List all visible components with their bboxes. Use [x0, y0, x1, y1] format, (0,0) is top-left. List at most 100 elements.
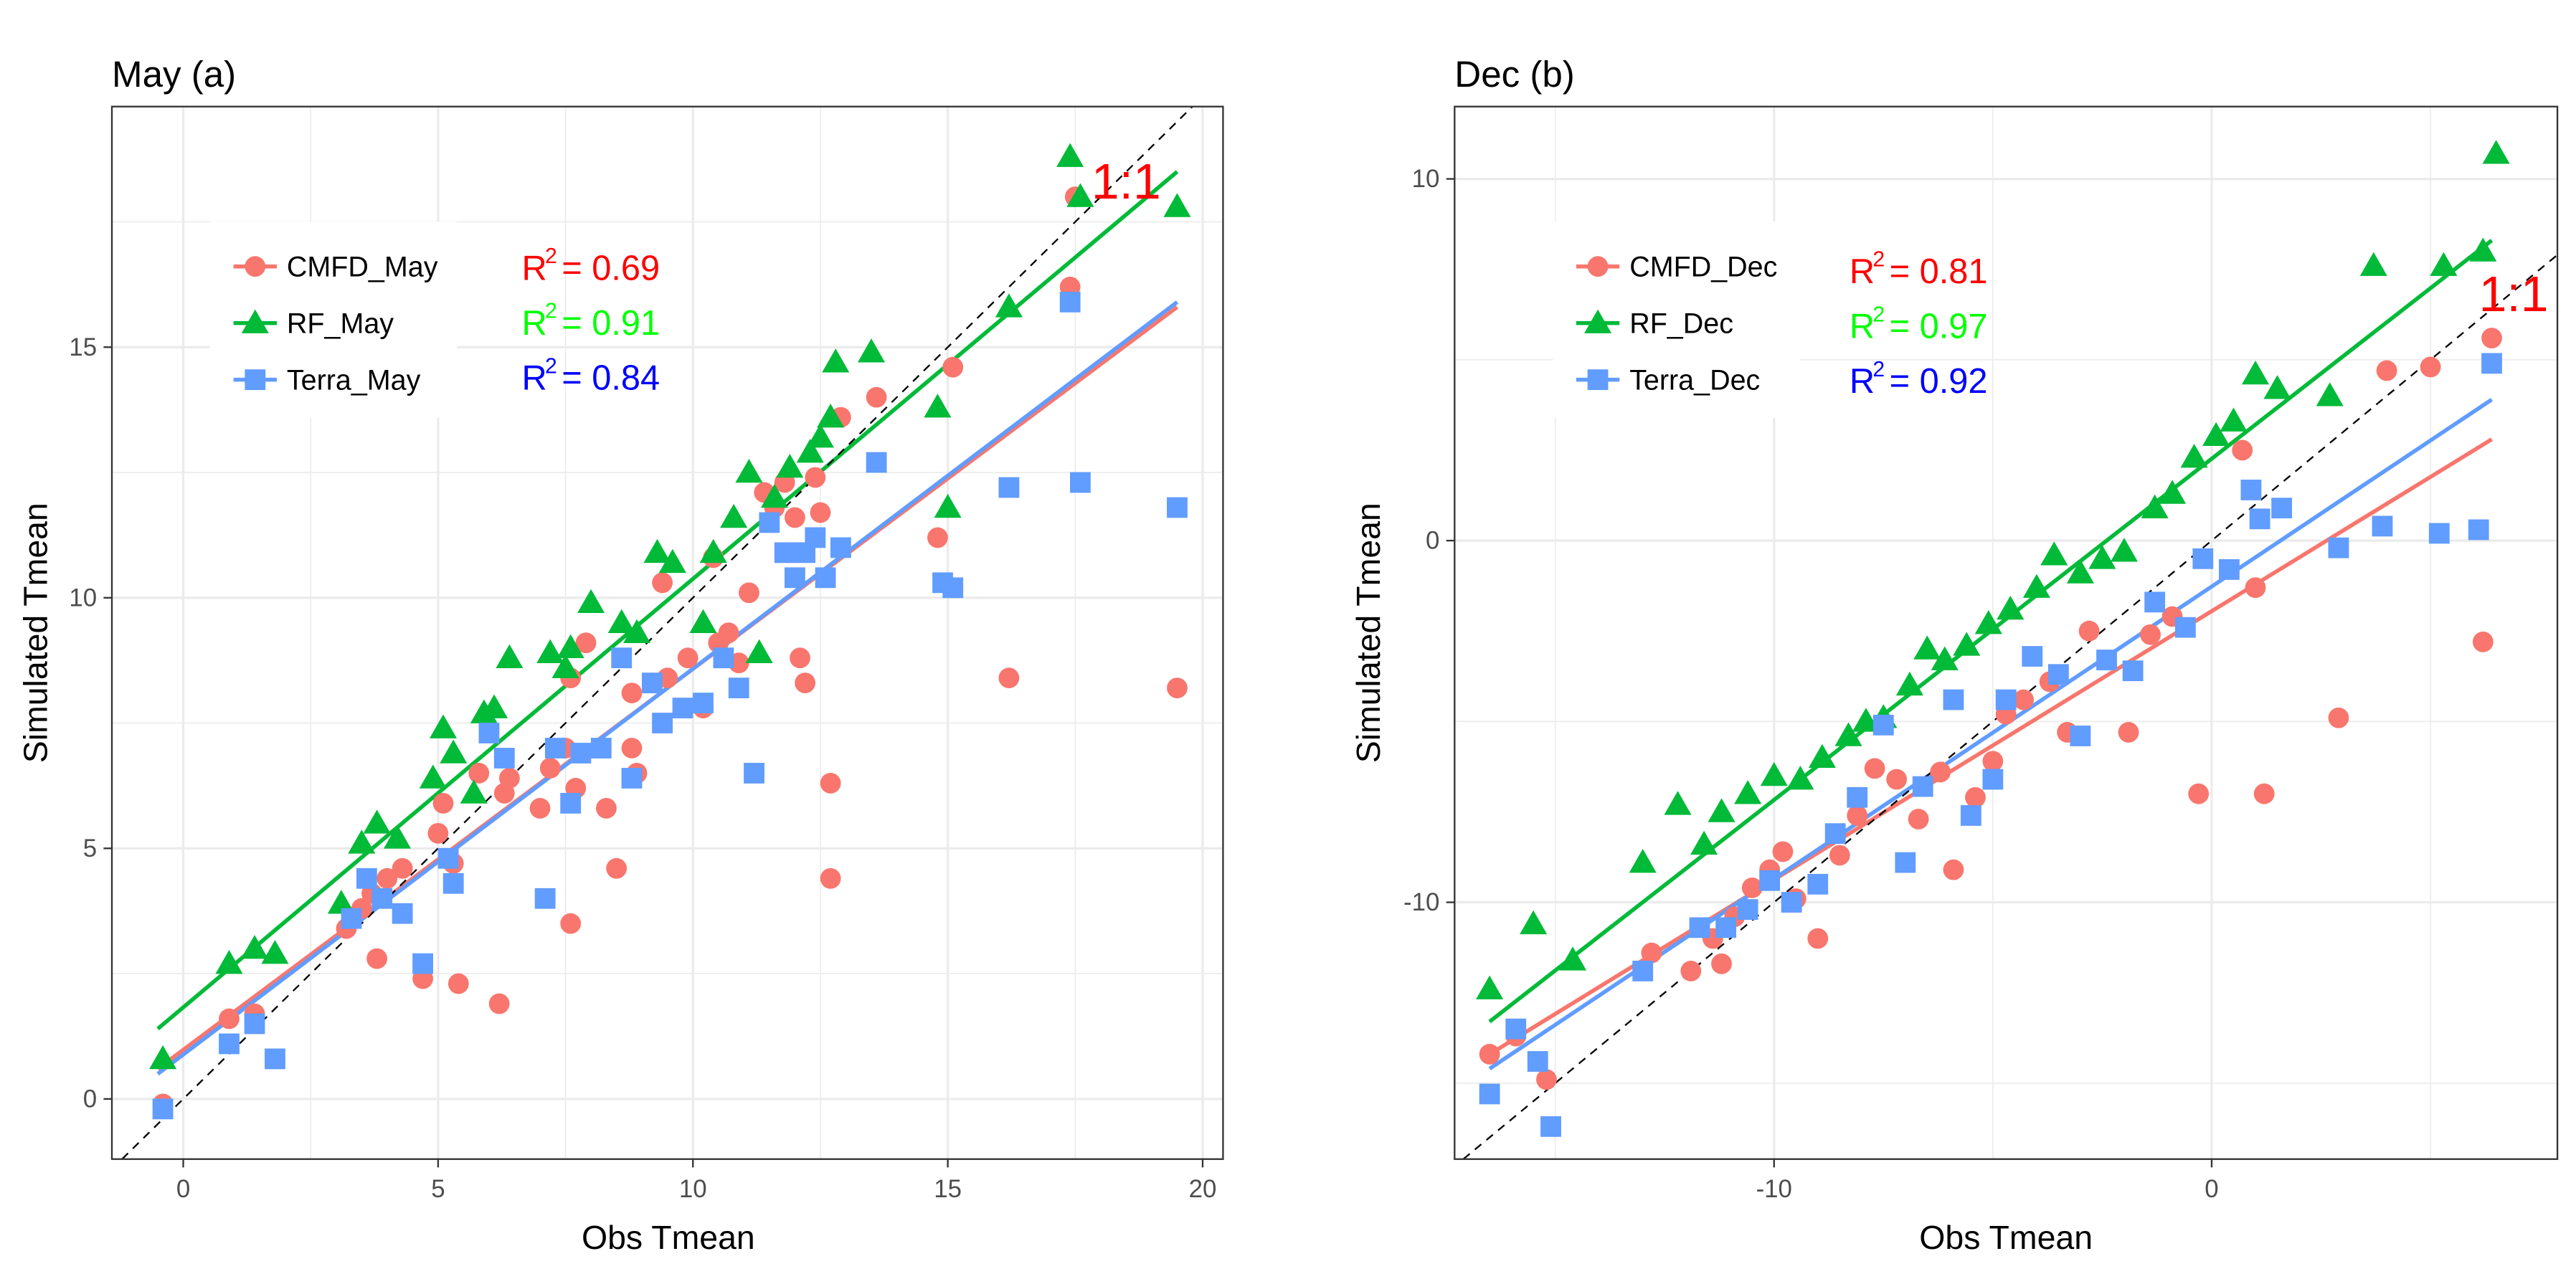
CMFD_May-point	[810, 502, 831, 523]
r2-label: R	[521, 304, 546, 343]
RF_Dec-point	[1953, 632, 1981, 656]
CMFD_Dec-point	[2481, 328, 2502, 348]
CMFD_May-point	[784, 507, 805, 528]
CMFD_May-point	[488, 993, 510, 1014]
Terra_May-point	[219, 1033, 240, 1055]
Terra_May-point	[728, 677, 749, 699]
RF_May-point	[806, 424, 834, 448]
y-tick-label: 10	[1412, 165, 1440, 193]
Terra_May-point	[942, 577, 964, 599]
Terra_Dec-point	[2122, 660, 2144, 682]
Terra_Dec-point	[1807, 873, 1829, 895]
RF_Dec-point	[2159, 480, 2187, 504]
CMFD_Dec-point	[2188, 783, 2210, 804]
Terra_Dec-point	[2070, 726, 2091, 746]
CMFD_Dec-point	[2472, 631, 2494, 652]
Terra_May-point	[534, 888, 556, 909]
Terra_Dec-point	[2271, 498, 2293, 519]
RF_May-point	[735, 458, 763, 483]
Terra_Dec-point	[1527, 1051, 1548, 1072]
legend-label: Terra_May	[287, 365, 421, 396]
RF_Dec-point	[1997, 595, 2025, 620]
one-to-one-label: 1:1	[1092, 153, 1161, 209]
RF_May-point	[934, 493, 962, 518]
CMFD_Dec-point	[1641, 942, 1662, 964]
x-tick-label: 20	[1189, 1175, 1217, 1203]
RF_Dec-point	[2220, 407, 2248, 432]
RF_May-point	[383, 824, 412, 849]
x-axis-label: Obs Tmean	[1919, 1219, 2093, 1256]
RF_Dec-point	[2430, 252, 2458, 276]
Terra_Dec-point	[1982, 769, 2004, 790]
RF_May-point	[817, 404, 845, 428]
CMFD_Dec-point	[1982, 751, 2004, 772]
x-tick-label: 0	[2205, 1175, 2218, 1203]
legend-key-marker	[1587, 256, 1609, 277]
CMFD_Dec-point	[1807, 928, 1829, 949]
Terra_Dec-point	[1943, 689, 1964, 710]
RF_May-point	[327, 890, 355, 914]
one-to-one-label: 1:1	[2479, 266, 2549, 322]
RF_May-point	[480, 694, 508, 718]
CMFD_May-point	[432, 792, 454, 814]
RF_May-point	[149, 1045, 177, 1070]
Terra_May-point	[830, 537, 851, 558]
Terra_Dec-point	[1872, 714, 1894, 736]
Terra_May-point	[570, 743, 592, 764]
RF_Dec-point	[2202, 422, 2230, 447]
Terra_May-point	[590, 738, 612, 759]
Terra_May-point	[866, 452, 887, 473]
CMFD_Dec-point	[2013, 689, 2034, 710]
r2-value: = 0.81	[1890, 252, 1988, 291]
RF_May-point	[924, 394, 952, 418]
CMFD_May-point	[366, 948, 388, 969]
Terra_Dec-point	[1824, 823, 1846, 845]
CMFD_May-point	[652, 572, 673, 594]
CMFD_Dec-point	[1772, 841, 1794, 862]
CMFD_Dec-point	[1829, 845, 1850, 866]
legend-key-marker	[1584, 309, 1612, 333]
Terra_May-point	[493, 748, 515, 769]
RF_May-point	[429, 714, 458, 738]
Terra_Dec-point	[1632, 961, 1654, 981]
y-tick-label: 0	[83, 1085, 97, 1113]
panel-title: Dec (b)	[1454, 54, 1575, 95]
Terra_May-point	[544, 738, 566, 759]
Terra_May-point	[392, 903, 413, 924]
CMFD_Dec-point	[1930, 761, 1951, 783]
CMFD_May-point	[498, 768, 520, 789]
r2-label: R	[521, 359, 546, 398]
Terra_Dec-point	[2022, 646, 2043, 667]
r2-value: = 0.91	[562, 304, 660, 343]
RF_Dec-point	[2040, 541, 2068, 566]
Terra_May-point	[672, 698, 693, 718]
legend-key-marker	[245, 369, 266, 391]
Terra_Dec-point	[1540, 1116, 1561, 1137]
Terra_Dec-point	[2428, 523, 2450, 544]
Terra_May-point	[412, 953, 433, 974]
Terra_May-point	[784, 567, 805, 589]
RF_May-point	[1163, 193, 1191, 217]
RF_May-point	[577, 589, 605, 614]
Terra_Dec-point	[1715, 917, 1737, 938]
RF_Dec-point	[1931, 646, 1959, 670]
Terra_May-point	[437, 847, 459, 869]
Terra_May-point	[1167, 497, 1188, 518]
CMFD_Dec-point	[2253, 783, 2275, 804]
CMFD_Dec-point	[2232, 439, 2253, 461]
Terra_May-point	[341, 908, 362, 929]
RF_May-point	[419, 764, 447, 789]
RF_May-point	[720, 503, 748, 528]
RF_May-point	[796, 438, 824, 463]
RF_Dec-point	[1808, 743, 1836, 769]
RF_May-point	[623, 619, 651, 643]
y-tick-label: 0	[1426, 527, 1439, 555]
Terra_May-point	[805, 527, 826, 548]
Terra_May-point	[774, 542, 795, 564]
Terra_Dec-point	[1960, 805, 1981, 826]
RF_May-point	[658, 548, 686, 574]
RF_Dec-point	[1664, 791, 1692, 815]
r2-value: = 0.84	[562, 359, 660, 398]
r2-label: R	[521, 249, 546, 287]
